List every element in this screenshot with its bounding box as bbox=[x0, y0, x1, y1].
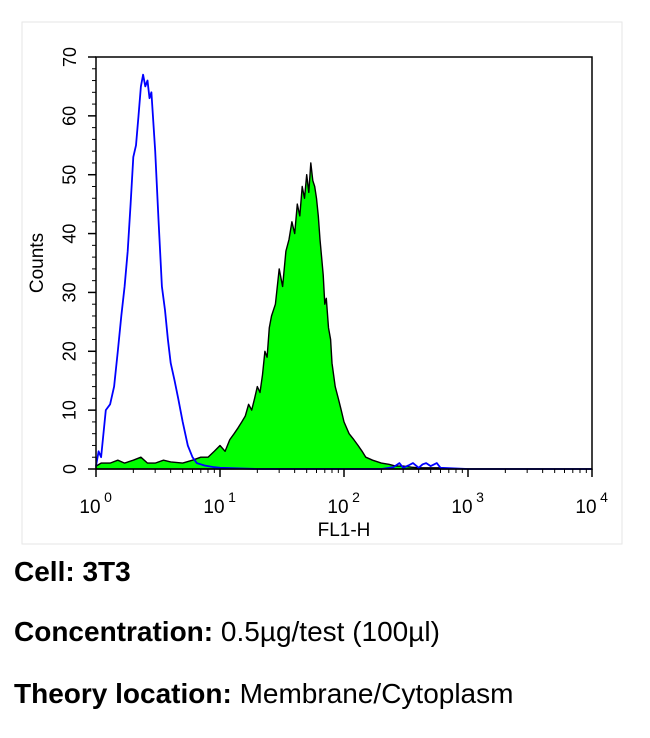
concentration-value: 0.5µg/test (100µl) bbox=[220, 616, 440, 647]
y-tick-label: 60 bbox=[60, 106, 80, 126]
x-tick-label: 10 bbox=[203, 497, 224, 518]
concentration-label: Concentration: bbox=[14, 616, 214, 647]
series-filled-histogram bbox=[95, 162, 593, 470]
y-tick-label: 20 bbox=[60, 341, 80, 361]
concentration-info: Concentration: 0.5µg/test (100µl) bbox=[14, 616, 440, 648]
x-tick-exponent: 3 bbox=[476, 489, 484, 505]
y-axis: 0 10 20 30 40 50 60 70 bbox=[60, 47, 96, 474]
figure-border bbox=[21, 21, 623, 545]
plot-frame bbox=[95, 56, 593, 470]
series-outline-histogram bbox=[95, 73, 592, 470]
x-tick-exponent: 1 bbox=[228, 489, 236, 505]
plot-series bbox=[95, 73, 593, 470]
x-tick-exponent: 2 bbox=[352, 489, 360, 505]
y-axis-label: Counts bbox=[27, 233, 48, 293]
theory-location-label: Theory location: bbox=[14, 678, 232, 709]
x-tick-exponent: 4 bbox=[600, 489, 608, 505]
theory-location-value: Membrane/Cytoplasm bbox=[239, 678, 514, 709]
x-tick-exponent: 0 bbox=[104, 489, 112, 505]
cell-value: 3T3 bbox=[82, 556, 131, 587]
cell-line-info: Cell: 3T3 bbox=[14, 556, 131, 588]
x-tick-label: 10 bbox=[575, 497, 596, 518]
x-tick-label: 10 bbox=[79, 497, 100, 518]
x-axis: 10 0 10 1 10 2 10 3 10 4 bbox=[79, 469, 608, 518]
theory-location-info: Theory location: Membrane/Cytoplasm bbox=[14, 678, 513, 710]
x-tick-label: 10 bbox=[451, 497, 472, 518]
y-tick-label: 10 bbox=[60, 400, 80, 420]
x-tick-label: 10 bbox=[327, 497, 348, 518]
cell-label: Cell: bbox=[14, 556, 75, 587]
y-tick-label: 70 bbox=[60, 47, 80, 67]
y-tick-label: 30 bbox=[60, 282, 80, 302]
x-axis-label: FL1-H bbox=[318, 520, 371, 541]
y-tick-label: 0 bbox=[60, 464, 80, 474]
y-tick-label: 40 bbox=[60, 224, 80, 244]
y-tick-label: 50 bbox=[60, 165, 80, 185]
